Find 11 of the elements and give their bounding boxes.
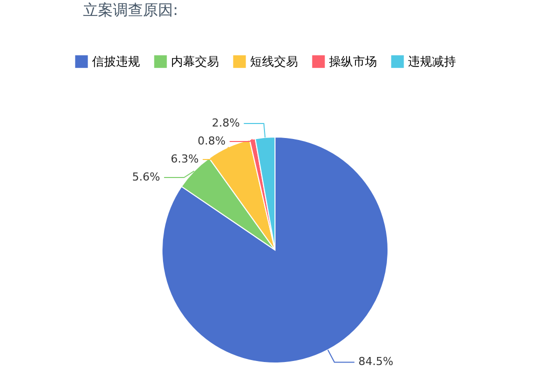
data-label: 2.8% [212,116,240,130]
chart-title: 立案调查原因: [83,1,178,19]
legend-label: 操纵市场 [329,54,377,69]
data-label: 0.8% [198,134,226,148]
legend-label: 违规减持 [408,54,456,69]
legend-label: 内幕交易 [171,54,219,69]
legend-label: 信披违规 [92,54,140,69]
data-label: 5.6% [132,170,160,184]
legend-label: 短线交易 [250,54,298,69]
data-label: 6.3% [170,152,199,166]
data-label: 84.5% [358,355,394,368]
